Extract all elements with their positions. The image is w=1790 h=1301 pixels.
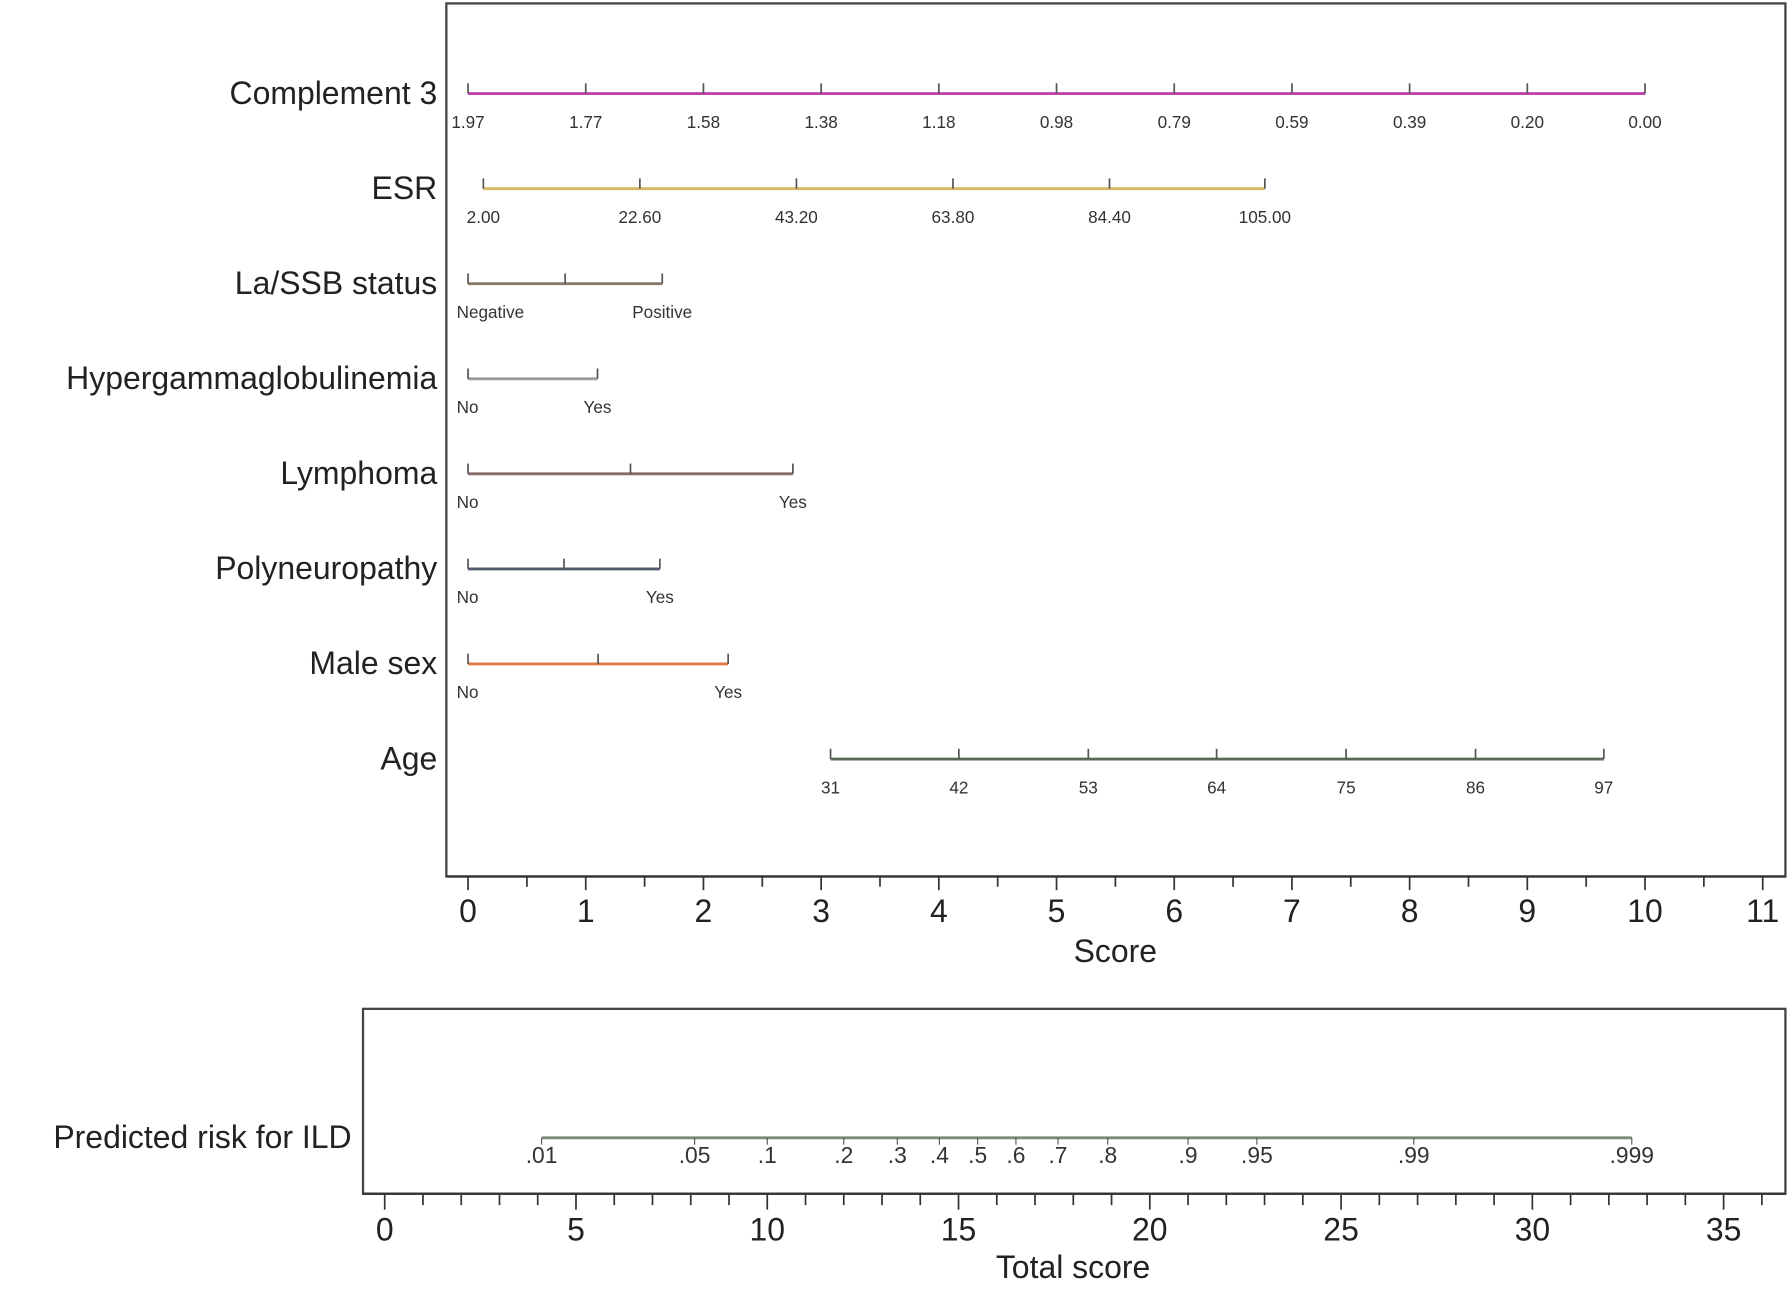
risk-scale-tick-label: .9 xyxy=(1179,1142,1198,1168)
variable-tick-label: 22.60 xyxy=(618,208,661,227)
variable-label: Polyneuropathy xyxy=(215,550,437,586)
variable-label: Age xyxy=(380,740,437,776)
risk-scale-tick-label: .05 xyxy=(679,1142,711,1168)
score-axis-tick-label: 6 xyxy=(1165,893,1183,929)
risk-scale-tick-label: .2 xyxy=(834,1142,853,1168)
variable-tick-label: 97 xyxy=(1594,778,1613,797)
risk-scale-tick-label: .4 xyxy=(930,1142,949,1168)
score-axis-tick-label: 8 xyxy=(1401,893,1419,929)
total-score-axis-tick-label: 5 xyxy=(567,1212,585,1248)
variable-tick-label: 0.20 xyxy=(1511,113,1544,132)
variable-row-lymphoma: Lymphoma No Yes xyxy=(280,455,806,512)
variable-tick-label: No xyxy=(457,588,479,607)
variable-row-age: Age 31 42 53 64 75 86 97 xyxy=(380,740,1613,797)
risk-scale-label: Predicted risk for ILD xyxy=(53,1119,351,1155)
variable-tick-label: 1.77 xyxy=(569,113,602,132)
variable-tick-label: 84.40 xyxy=(1088,208,1131,227)
score-axis-tick-label: 7 xyxy=(1283,893,1301,929)
score-axis: 0 1 2 3 4 5 6 7 8 9 10 11 xyxy=(446,875,1786,929)
risk-scale-tick-label: .99 xyxy=(1398,1142,1430,1168)
variable-tick-label: 1.97 xyxy=(451,113,484,132)
variable-label: Male sex xyxy=(309,645,437,681)
score-axis-tick-label: 1 xyxy=(577,893,595,929)
total-score-axis-title: Total score xyxy=(996,1249,1150,1285)
variable-tick-label: Yes xyxy=(646,588,674,607)
variable-row-polyneuropathy: Polyneuropathy No Yes xyxy=(215,550,674,607)
variable-tick-label: Negative xyxy=(457,303,525,322)
score-axis-tick-label: 4 xyxy=(930,893,948,929)
variable-tick-label: 31 xyxy=(821,778,840,797)
risk-scale-tick-label: .01 xyxy=(526,1142,558,1168)
score-axis-tick-label: 2 xyxy=(695,893,713,929)
variable-tick-label: No xyxy=(457,683,479,702)
score-axis-tick-label: 10 xyxy=(1627,893,1663,929)
variable-tick-label: 42 xyxy=(949,778,968,797)
variable-tick-label: 64 xyxy=(1207,778,1227,797)
variable-tick-label: 53 xyxy=(1079,778,1098,797)
variable-label: Complement 3 xyxy=(230,75,438,111)
variable-label: ESR xyxy=(372,170,438,206)
variable-tick-label: 1.58 xyxy=(687,113,720,132)
score-axis-tick-label: 3 xyxy=(812,893,830,929)
variable-tick-label: 75 xyxy=(1337,778,1356,797)
total-score-axis-tick-label: 20 xyxy=(1132,1212,1168,1248)
variable-tick-label: 105.00 xyxy=(1239,208,1291,227)
variable-label: Lymphoma xyxy=(280,455,437,491)
variable-tick-label: No xyxy=(457,398,479,417)
bottom-panel-frame xyxy=(361,1007,1787,1195)
score-axis-title: Score xyxy=(1074,933,1157,969)
variable-tick-label: 0.00 xyxy=(1628,113,1661,132)
variable-tick-label: 0.59 xyxy=(1275,113,1308,132)
variable-tick-label: 0.79 xyxy=(1158,113,1191,132)
top-panel-frame xyxy=(445,2,1787,878)
score-axis-tick-label: 5 xyxy=(1048,893,1066,929)
variable-tick-label: 63.80 xyxy=(932,208,975,227)
variable-label: La/SSB status xyxy=(235,265,437,301)
variable-tick-label: No xyxy=(457,493,479,512)
score-axis-tick-label: 11 xyxy=(1746,893,1779,929)
variable-row-hypergammaglobulinemia: Hypergammaglobulinemia No Yes xyxy=(66,360,611,417)
variable-tick-label: Yes xyxy=(779,493,807,512)
top-panel-variables: Complement 3 1.97 1.77 1.58 1.38 1.18 0.98 0.79… xyxy=(66,75,1662,797)
total-score-axis-tick-label: 15 xyxy=(941,1212,977,1248)
variable-tick-label: 1.38 xyxy=(804,113,837,132)
variable-tick-label: 0.39 xyxy=(1393,113,1426,132)
total-score-axis-tick-label: 25 xyxy=(1323,1212,1359,1248)
total-score-axis-tick-label: 0 xyxy=(376,1212,394,1248)
variable-row-esr: ESR 2.00 22.60 43.20 63.80 84.40 105.00 xyxy=(372,170,1291,227)
score-axis-tick-label: 0 xyxy=(459,893,477,929)
risk-scale-tick-label: .95 xyxy=(1241,1142,1273,1168)
variable-tick-label: 86 xyxy=(1466,778,1485,797)
variable-tick-label: 43.20 xyxy=(775,208,818,227)
variable-label: Hypergammaglobulinemia xyxy=(66,360,437,396)
risk-scale-tick-label: .6 xyxy=(1006,1142,1025,1168)
variable-tick-label: 0.98 xyxy=(1040,113,1073,132)
risk-scale: Predicted risk for ILD .01 .05 .1 .2 .3 .4 .5 .6… xyxy=(53,1119,1654,1168)
variable-tick-label: Positive xyxy=(632,303,692,322)
variable-tick-label: 1.18 xyxy=(922,113,955,132)
variable-row-la-ssb-status: La/SSB status Negative Positive xyxy=(235,265,692,322)
risk-scale-tick-label: .8 xyxy=(1098,1142,1117,1168)
total-score-axis-tick-label: 10 xyxy=(749,1212,785,1248)
variable-row-male-sex: Male sex No Yes xyxy=(309,645,742,702)
score-axis-tick-label: 9 xyxy=(1518,893,1536,929)
risk-scale-tick-label: .1 xyxy=(758,1142,777,1168)
total-score-axis-tick-label: 30 xyxy=(1515,1212,1551,1248)
variable-tick-label: Yes xyxy=(714,683,742,702)
risk-scale-tick-label: .999 xyxy=(1610,1142,1654,1168)
variable-tick-label: 2.00 xyxy=(467,208,500,227)
variable-tick-label: Yes xyxy=(584,398,612,417)
risk-scale-tick-label: .3 xyxy=(888,1142,907,1168)
total-score-axis: 0 5 10 15 20 25 30 35 xyxy=(363,1192,1786,1248)
risk-scale-tick-label: .5 xyxy=(968,1142,987,1168)
variable-row-complement-3: Complement 3 1.97 1.77 1.58 1.38 1.18 0.98 0.79… xyxy=(230,75,1662,132)
total-score-axis-tick-label: 35 xyxy=(1706,1212,1742,1248)
risk-scale-tick-label: .7 xyxy=(1048,1142,1067,1168)
